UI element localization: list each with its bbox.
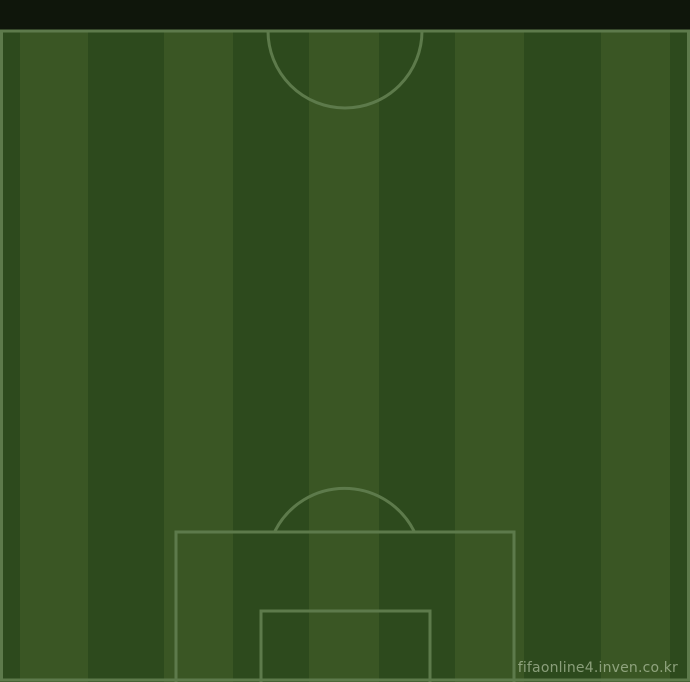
pitch-stripe [670, 0, 690, 682]
top-bar [0, 0, 690, 30]
touchline [0, 29, 690, 682]
pitch-stripe [601, 0, 670, 682]
pitch-stripe [88, 0, 164, 682]
penalty-arc [273, 486, 416, 532]
center-circle [266, 30, 424, 110]
watermark: fifaonline4.inven.co.kr [517, 660, 678, 676]
pitch-stripe [309, 0, 379, 682]
pitch-stripe [379, 0, 455, 682]
pitch-stripe [233, 0, 309, 682]
pitch-stripe [0, 0, 20, 682]
pitch-stripe [524, 0, 601, 682]
penalty-box [174, 530, 516, 682]
goal-area [259, 609, 432, 682]
pitch-stripe [20, 0, 88, 682]
